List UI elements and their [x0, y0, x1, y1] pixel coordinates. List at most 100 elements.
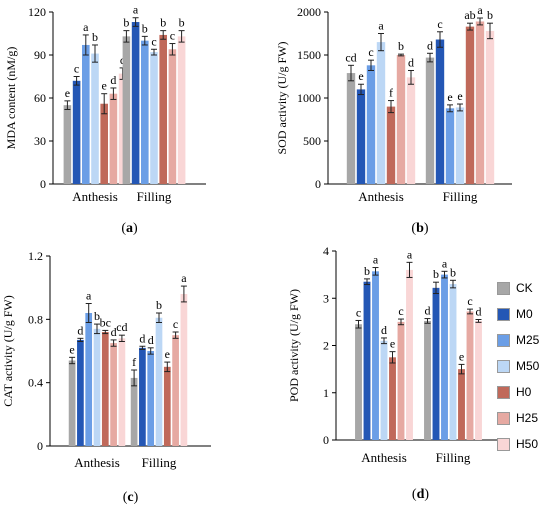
panel-d-significance-letter: a — [373, 253, 379, 267]
panel-d-bar — [372, 271, 379, 440]
panel-c-significance-letter: d — [111, 325, 117, 339]
panel-a-bar — [91, 53, 99, 184]
panel-b-bar — [346, 73, 356, 184]
panel-c-significance-letter: cd — [116, 320, 127, 334]
legend-item-h25: H25 — [497, 405, 549, 431]
panel-a-bar — [100, 103, 108, 184]
panel-a-panel-label: (a) — [121, 221, 138, 236]
panel-b-significance-letter: a — [477, 3, 483, 17]
panel-c-significance-letter: b — [156, 298, 162, 312]
panel-c-bar — [172, 335, 179, 446]
panel-a-bar — [177, 36, 186, 184]
panel-c-significance-letter: a — [181, 271, 187, 285]
legend-label-h50: H50 — [516, 437, 539, 451]
panel-a-y-tick-label: 60 — [34, 91, 46, 105]
panel-a-category-label: Filling — [137, 189, 172, 204]
panel-a-significance-letter: c — [151, 34, 156, 48]
legend-swatch-m50 — [497, 359, 510, 373]
panel-a-significance-letter: b — [92, 30, 98, 44]
panel-d-significance-letter: c — [398, 304, 403, 318]
panel-b-bar — [366, 65, 376, 184]
panel-b-panel-label: (b) — [411, 221, 428, 236]
legend-label-h25: H25 — [516, 411, 539, 425]
panel-a-significance-letter: e — [65, 86, 70, 100]
panel-b-significance-letter: b — [487, 8, 493, 22]
panel-b-bar — [425, 57, 435, 184]
panel-a-significance-letter: b — [142, 21, 148, 35]
panel-a-y-tick-label: 30 — [34, 134, 46, 148]
panel-c-significance-letter: e — [165, 347, 170, 361]
panel-b-significance-letter: c — [368, 45, 373, 59]
legend-item-m50: M50 — [497, 353, 549, 379]
panel-a-y-tick-label: 0 — [40, 177, 46, 191]
panel-b-significance-letter: f — [389, 86, 393, 100]
panel-c-significance-letter: f — [132, 355, 136, 369]
panel-d-bar — [458, 369, 465, 440]
panel-c-significance-letter: bc — [100, 315, 111, 329]
panel-a-significance-letter: b — [179, 16, 185, 30]
panel-c-y-tick-label: 1.2 — [28, 249, 43, 263]
legend-swatch-ck — [497, 281, 510, 295]
panel-c-bar — [68, 360, 76, 446]
panel-a-y-tick-label: 90 — [34, 48, 46, 62]
panel-d-category-label: Anthesis — [361, 450, 407, 465]
panel-d-significance-letter: b — [433, 267, 439, 281]
panel-b-significance-letter: e — [447, 90, 452, 104]
panel-a-significance-letter: c — [170, 29, 175, 43]
panel-b-bar — [406, 77, 416, 184]
panel-d-significance-letter: e — [459, 349, 464, 363]
panel-a-significance-letter: b — [123, 16, 129, 30]
panel-b-significance-letter: ab — [464, 8, 475, 22]
panel-b-y-tick-label: 500 — [303, 134, 321, 148]
panel-c-bar — [147, 351, 155, 446]
panel-b-bar — [396, 55, 406, 184]
panel-c-bar — [118, 338, 126, 446]
panel-d-significance-letter: b — [364, 264, 370, 278]
panel-b-significance-letter: e — [457, 89, 462, 103]
panel-b-bar — [485, 30, 495, 185]
panel-d-bar — [466, 311, 474, 440]
panel-b-category-label: Filling — [443, 189, 478, 204]
panel-d-bar — [380, 340, 388, 440]
panel-c-bar — [180, 294, 188, 446]
panel-a-bar — [82, 44, 90, 184]
panel-a-bar — [109, 93, 118, 184]
panel-d-significance-letter: d — [381, 323, 387, 337]
panel-a-bar — [141, 40, 149, 184]
panel-b-significance-letter: d — [427, 38, 433, 52]
panel-a-significance-letter: d — [110, 73, 116, 87]
panel-b-significance-letter: d — [408, 55, 414, 69]
legend-item-m0: M0 — [497, 301, 549, 327]
panel-a-bar — [63, 105, 72, 184]
panel-d-significance-letter: e — [390, 337, 395, 351]
panel-c-significance-letter: d — [77, 323, 83, 337]
panel-b-y-tick-label: 1000 — [297, 91, 321, 105]
panel-c-significance-letter: d — [148, 333, 154, 347]
panel-d-significance-letter: a — [442, 256, 448, 270]
panel-d-bar — [441, 274, 448, 440]
panel-d-bar — [397, 321, 405, 440]
panel-a-significance-letter: a — [83, 20, 89, 34]
panel-c-significance-letter: e — [69, 342, 74, 356]
panel-d-bar — [363, 281, 371, 440]
panel-d-y-tick-label: 3 — [323, 291, 329, 305]
legend-swatch-m0 — [497, 307, 510, 321]
panel-b-category-label: Anthesis — [358, 189, 404, 204]
panel-c-y-tick-label: 0 — [37, 439, 43, 453]
panel-b-significance-letter: c — [437, 17, 442, 31]
panel-a-y-axis-label: MDA content (nM/g) — [4, 47, 18, 150]
panel-a-significance-letter: e — [102, 79, 107, 93]
panel-c-significance-letter: d — [139, 331, 145, 345]
panel-c-panel-label: (c) — [123, 490, 139, 505]
panel-c-significance-letter: b — [94, 309, 100, 323]
panel-c-bar — [77, 339, 84, 446]
panel-c-bar — [110, 343, 117, 446]
legend-label-m50: M50 — [516, 359, 540, 373]
panel-c-category-label: Anthesis — [74, 455, 120, 470]
panel-b-bar — [386, 106, 396, 184]
panel-a-category-label: Anthesis — [72, 189, 118, 204]
panel-b-bar — [435, 39, 445, 184]
panel-b-bar — [465, 26, 475, 185]
legend-swatch-h25 — [497, 411, 510, 425]
